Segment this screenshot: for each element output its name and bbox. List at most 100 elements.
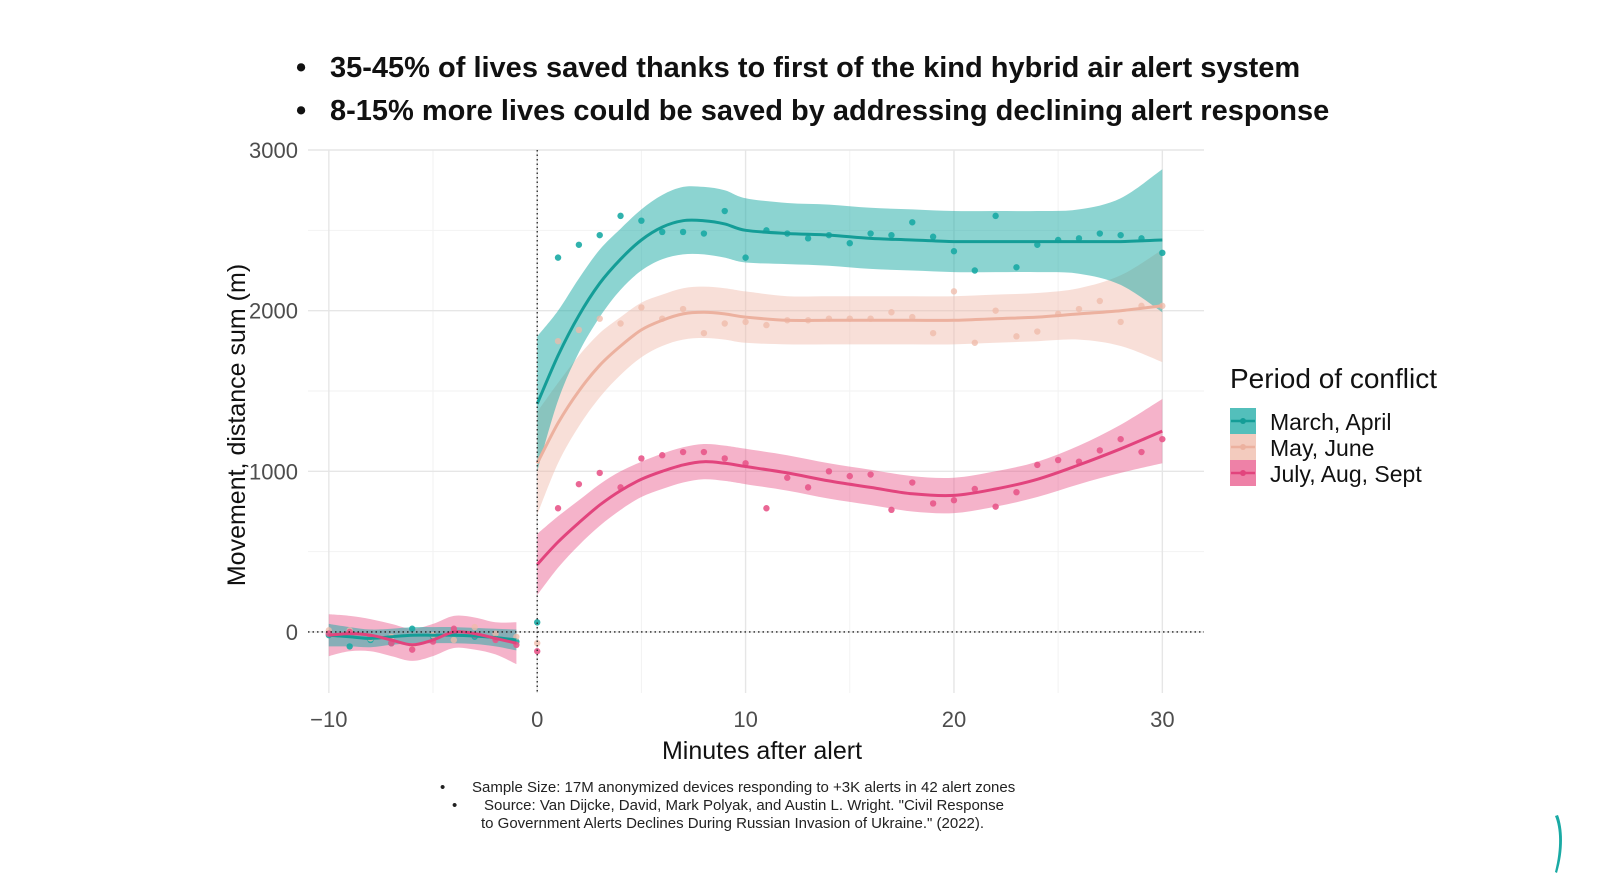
data-point	[534, 619, 541, 626]
data-point	[1034, 328, 1041, 335]
data-point	[408, 646, 416, 653]
chart: Minutes after alert Movement, distance s…	[223, 138, 1437, 765]
footnote-sample-size-text: Sample Size: 17M anonymized devices resp…	[472, 779, 1016, 796]
data-point	[408, 625, 416, 632]
data-point	[575, 480, 583, 488]
legend-label: March, April	[1270, 409, 1391, 435]
smooth-line	[535, 304, 1163, 464]
data-point	[1159, 249, 1166, 257]
confidence-band	[537, 399, 1163, 595]
data-point	[1013, 488, 1020, 496]
bullet-glyph: •	[440, 779, 446, 796]
confidence-band	[537, 249, 1163, 515]
data-point	[679, 228, 687, 236]
x-tick-label: 30	[1150, 707, 1174, 732]
data-point	[909, 219, 916, 226]
data-point	[638, 304, 645, 311]
smooth-line	[536, 429, 1163, 566]
data-point	[596, 315, 603, 322]
data-point	[1117, 231, 1124, 239]
data-point	[596, 231, 603, 239]
data-point	[763, 321, 770, 329]
confidence-band	[328, 623, 517, 651]
legend-label: July, Aug, Sept	[1270, 461, 1422, 487]
x-tick-label: 10	[733, 707, 757, 732]
data-point	[679, 305, 687, 313]
y-tick-label: 1000	[249, 459, 298, 484]
legend-swatch-point	[1240, 444, 1246, 450]
data-point	[617, 212, 624, 220]
data-point	[763, 505, 770, 512]
footnote-source: • Source: Van Dijcke, David, Mark Polyak,…	[452, 797, 1004, 814]
data-point	[950, 248, 958, 255]
data-point	[929, 329, 937, 337]
confidence-band	[537, 169, 1163, 472]
bullet-glyph: •	[452, 797, 458, 814]
data-point	[638, 455, 645, 462]
data-point	[554, 254, 562, 261]
bullet-glyph: •	[296, 52, 307, 84]
data-point	[971, 485, 978, 493]
data-point	[721, 455, 728, 462]
data-point	[846, 472, 853, 480]
x-axis-title: Minutes after alert	[662, 737, 862, 765]
data-point	[575, 241, 583, 248]
footnote-sample-size: • Sample Size: 17M anonymized devices res…	[440, 779, 1015, 796]
legend-title: Period of conflict	[1230, 363, 1437, 394]
data-point	[554, 505, 562, 512]
data-point	[596, 469, 603, 477]
data-point	[909, 313, 916, 321]
data-point	[971, 267, 978, 274]
data-point	[992, 212, 999, 220]
smooth-line	[535, 218, 1163, 405]
data-point	[909, 479, 916, 486]
legend-swatch-point	[1240, 470, 1246, 476]
data-point	[992, 503, 999, 510]
smooth-line	[328, 630, 517, 647]
data-point	[1159, 435, 1166, 443]
data-point	[1117, 318, 1124, 326]
data-point	[617, 320, 624, 327]
data-point	[346, 643, 353, 650]
data-point	[804, 484, 812, 491]
data-point	[1034, 461, 1041, 469]
y-tick-label: 3000	[249, 138, 298, 163]
data-point	[1013, 264, 1020, 271]
brand-logo-icon	[1555, 815, 1562, 873]
data-point	[1013, 333, 1020, 340]
data-point	[700, 448, 708, 456]
headline-text-1: 35-45% of lives saved thanks to first of…	[330, 52, 1301, 84]
smooth-lines	[328, 218, 1163, 647]
footnote-source-text-2: to Government Alerts Declines During Rus…	[481, 815, 985, 832]
data-point	[471, 623, 478, 631]
data-point	[700, 230, 708, 237]
reference-lines	[308, 150, 1204, 693]
data-point	[659, 228, 666, 236]
y-tick-label: 0	[286, 620, 298, 645]
x-tick-label: 20	[942, 707, 966, 732]
data-point	[700, 329, 708, 337]
data-point	[825, 468, 833, 475]
data-point	[929, 233, 937, 240]
data-point	[450, 636, 458, 644]
data-point	[1034, 241, 1041, 248]
data-point	[1138, 448, 1145, 456]
data-point	[1117, 435, 1124, 443]
data-point	[742, 318, 749, 326]
bullet-glyph: •	[296, 95, 307, 127]
data-point	[867, 471, 874, 478]
data-point	[534, 648, 541, 655]
data-point	[929, 500, 937, 507]
data-point	[950, 497, 958, 504]
data-point	[1054, 456, 1062, 464]
data-point	[534, 639, 541, 647]
data-point	[742, 254, 749, 261]
data-point	[971, 339, 978, 346]
data-point	[950, 288, 958, 295]
data-point	[867, 230, 874, 237]
data-point	[804, 235, 812, 242]
data-point	[659, 452, 666, 459]
data-point	[721, 207, 728, 215]
headline-text-2: 8-15% more lives could be saved by addre…	[330, 95, 1330, 127]
data-point	[1075, 235, 1083, 242]
